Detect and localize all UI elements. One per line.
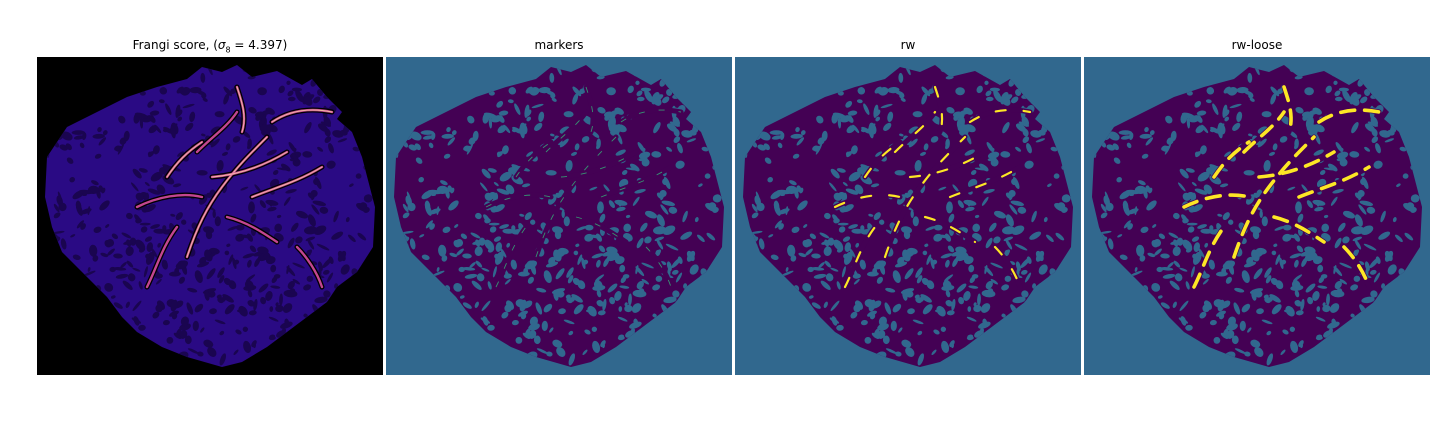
markers-image bbox=[386, 57, 732, 375]
panel-title-rw-loose: rw-loose bbox=[1231, 38, 1283, 52]
panel-title-markers: markers bbox=[534, 38, 584, 52]
rw-image bbox=[735, 57, 1081, 375]
title-value: = 4.397) bbox=[230, 38, 288, 52]
title-sigma: σ bbox=[217, 38, 226, 52]
panel-title-frangi: Frangi score, (σ8 = 4.397) bbox=[37, 38, 383, 54]
panel-title-rw: rw bbox=[900, 38, 916, 52]
rw-loose-image bbox=[1084, 57, 1430, 375]
title-text: Frangi score, ( bbox=[132, 38, 218, 52]
frangi-score-image bbox=[37, 57, 383, 375]
title-subscript: 8 bbox=[225, 45, 231, 55]
